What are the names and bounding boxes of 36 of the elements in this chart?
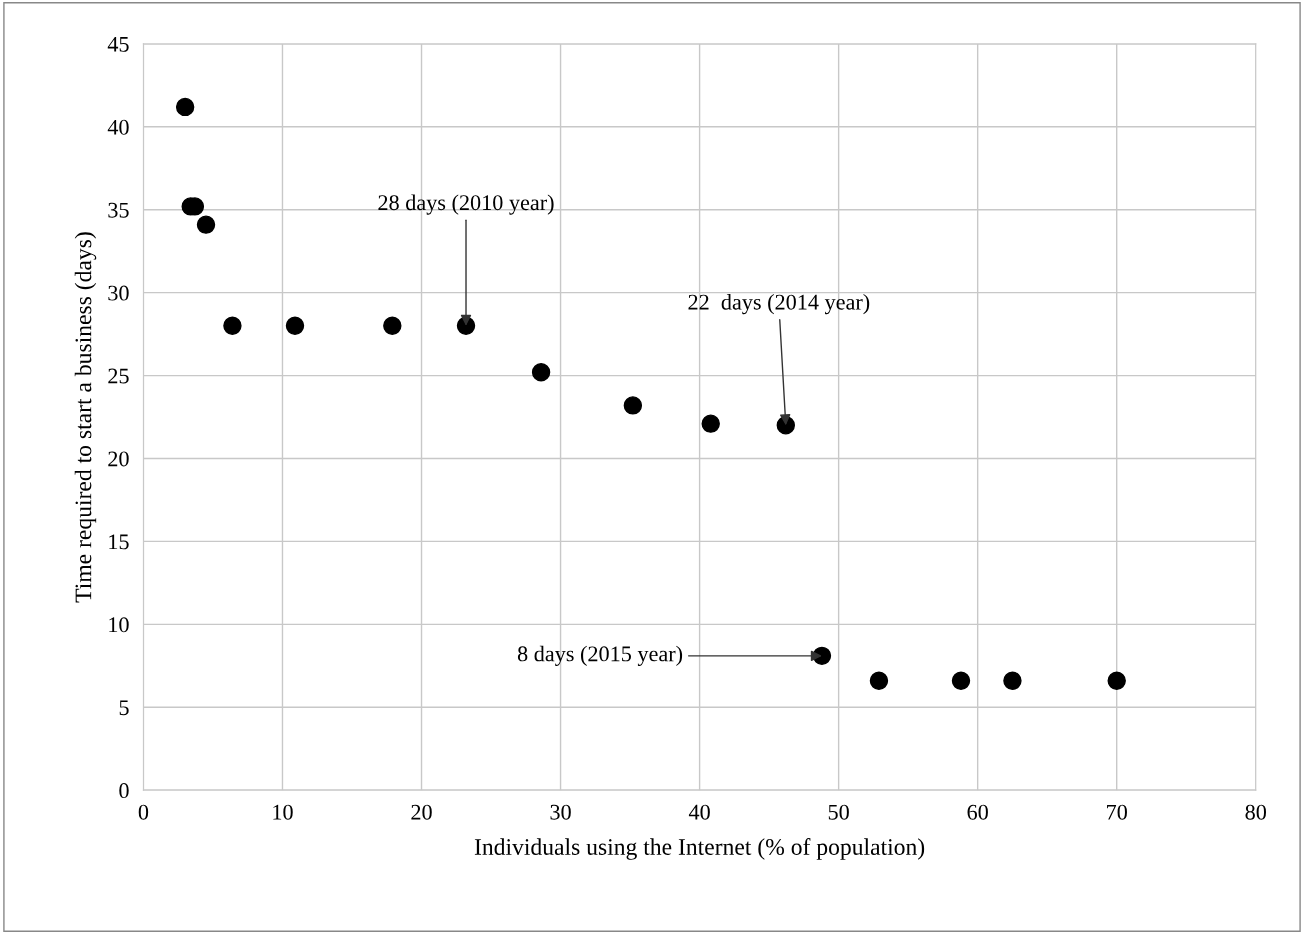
x-tick-label: 70 [1107,804,1127,820]
y-tick-label: 30 [108,285,129,301]
point [1107,671,1126,690]
y-tick-label: 25 [108,368,129,384]
x-tick-label: 30 [550,804,571,820]
point [623,396,643,415]
annotation: 22 days (2014 year) [688,294,870,315]
x-tick-label: 0 [138,804,149,820]
point [196,215,216,234]
x-tick-label: 50 [828,804,849,820]
y-tick-label: 45 [107,36,129,52]
point [285,316,305,336]
point [951,671,971,690]
y-tick-label: 5 [119,700,129,716]
point [383,316,402,336]
point [175,97,195,117]
y-tick-label: 35 [108,202,129,218]
y-tick-label: 0 [119,783,129,799]
x-tick-label: 80 [1245,804,1267,820]
x-tick-label: 40 [688,804,710,820]
y-tick-label: 15 [109,534,129,550]
x-tick-label: 20 [411,804,432,820]
annotation: 8 days (2015 year) [517,645,683,666]
y-tick-label: 40 [107,119,129,135]
point [531,363,551,382]
y-tick-label: 20 [108,451,129,467]
x-tick-label: 10 [273,804,293,820]
point [223,316,242,336]
x-axis-title: Individuals using the Internet (% of population) [474,838,925,860]
annotation: 28 days (2010 year) [378,194,554,215]
point [701,414,720,433]
point [1003,671,1022,690]
point [869,671,889,690]
y-axis-title: Time required to start a business (days) [74,232,97,603]
y-tick-label: 10 [109,617,129,633]
x-tick-label: 60 [967,804,988,820]
